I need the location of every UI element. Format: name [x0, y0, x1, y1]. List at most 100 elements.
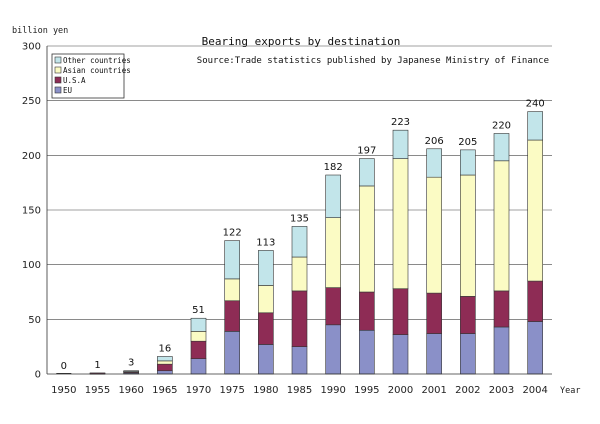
y-axis-label: billion yen	[12, 26, 68, 36]
bar-segment-usa-2002	[460, 296, 476, 334]
y-tick-label: 200	[22, 151, 41, 162]
x-tick-label-2003: 2003	[489, 385, 514, 396]
total-label-2003: 220	[492, 120, 511, 131]
total-label-1980: 113	[256, 237, 275, 248]
x-tick-label-1955: 1955	[85, 385, 110, 396]
bar-segment-other-1970	[190, 317, 207, 332]
bar-segment-usa-1985	[291, 290, 308, 347]
bar-segment-usa-1975	[224, 300, 240, 332]
bar-segment-other-1985	[291, 226, 308, 258]
bar-segment-eu-1975	[224, 331, 240, 375]
bar-segment-other-2000	[392, 129, 409, 159]
bar-segment-other-2003	[493, 133, 510, 162]
bar-segment-eu-1965	[157, 370, 173, 375]
chart-source: Source:Trade statistics published by Jap…	[197, 56, 549, 66]
x-tick-label-1995: 1995	[354, 385, 379, 396]
legend-swatch-asia	[54, 66, 62, 74]
x-tick-label-1975: 1975	[219, 385, 244, 396]
bar-segment-other-1995	[359, 158, 375, 187]
x-tick-label-1985: 1985	[287, 385, 312, 396]
bar-segment-asia-1995	[359, 185, 375, 293]
total-label-1955: 1	[94, 360, 100, 371]
x-tick-label-1950: 1950	[51, 385, 76, 396]
bar-segment-other-1960	[123, 370, 139, 372]
legend: Other countries Asian countries U.S.A EU	[51, 53, 131, 99]
bar-segment-asia-2004	[527, 139, 543, 282]
bar-segment-asia-1975	[224, 278, 240, 302]
bar-segment-usa-1970	[190, 340, 207, 359]
bar-segment-eu-1995	[359, 329, 375, 375]
bar-segment-eu-1985	[291, 346, 308, 375]
total-label-2002: 205	[458, 137, 477, 148]
bar-segment-asia-2003	[493, 160, 510, 292]
x-tick-label-1960: 1960	[118, 385, 143, 396]
bar-segment-other-1990	[325, 174, 341, 218]
bar-segment-usa-1980	[258, 312, 274, 345]
total-label-1975: 122	[223, 228, 242, 239]
bar-segment-asia-2001	[426, 176, 442, 294]
legend-label-usa: U.S.A	[63, 76, 86, 85]
total-label-1960: 3	[128, 358, 134, 369]
total-label-1995: 197	[357, 146, 376, 157]
bars: 0 1 3 16 51 122 113 135 182 197 223 206 205 220 240	[56, 99, 545, 375]
x-tick-label-1990: 1990	[320, 385, 345, 396]
y-tick-label: 150	[22, 206, 41, 217]
bar-segment-eu-2000	[392, 334, 409, 375]
bar-segment-usa-2004	[527, 280, 543, 322]
legend-frame	[51, 53, 125, 99]
y-tick-label: 100	[22, 260, 41, 271]
legend-label-other: Other countries	[63, 56, 131, 65]
bar-segment-other-2002	[460, 149, 476, 176]
bar-segment-other-2001	[426, 148, 442, 178]
legend-item-usa: U.S.A	[54, 76, 86, 85]
legend-swatch-eu	[54, 86, 62, 94]
bar-segment-other-1975	[224, 240, 240, 280]
bar-segment-other-2004	[527, 111, 543, 141]
bar-segment-usa-1965	[157, 363, 173, 372]
legend-item-other: Other countries	[54, 56, 131, 65]
y-tick-label: 0	[35, 370, 41, 381]
legend-swatch-usa	[54, 76, 62, 84]
bar-segment-asia-1980	[258, 285, 274, 314]
x-tick-label-1965: 1965	[152, 385, 177, 396]
bar-segment-usa-1990	[325, 287, 341, 326]
bar-segment-asia-1970	[190, 331, 207, 342]
x-axis-label: Year	[560, 386, 580, 396]
bar-segment-other-1965	[157, 356, 173, 362]
total-label-2004: 240	[526, 99, 545, 110]
bar-segment-eu-2003	[493, 326, 510, 375]
bar-segment-eu-2002	[460, 333, 476, 375]
bar-segment-eu-2004	[527, 321, 543, 375]
total-label-1950: 0	[61, 361, 67, 372]
x-tick-label-2002: 2002	[455, 385, 480, 396]
legend-item-eu: EU	[54, 86, 72, 95]
bar-segment-asia-2000	[392, 158, 409, 290]
total-label-1970: 51	[192, 305, 205, 316]
total-label-1965: 16	[158, 344, 171, 355]
x-tick-label-2004: 2004	[522, 385, 547, 396]
bar-segment-asia-1965	[157, 360, 173, 365]
bar-segment-usa-1995	[359, 291, 375, 331]
bar-segment-usa-2000	[392, 288, 409, 335]
x-tick-label-2001: 2001	[421, 385, 446, 396]
bar-segment-eu-1980	[258, 344, 274, 375]
legend-item-asia: Asian countries	[54, 66, 131, 75]
total-label-1985: 135	[290, 213, 309, 224]
bar-baseline-1950	[56, 373, 72, 374]
total-label-1990: 182	[324, 162, 343, 173]
y-tick-label: 250	[22, 96, 41, 107]
legend-swatch-other	[54, 56, 62, 64]
total-label-2000: 223	[391, 117, 410, 128]
chart-title: Bearing exports by destination	[202, 35, 401, 48]
legend-label-asia: Asian countries	[63, 66, 131, 75]
x-tick-label-2000: 2000	[388, 385, 413, 396]
bar-segment-usa-1955	[89, 372, 106, 375]
bar-segment-eu-1970	[190, 358, 207, 375]
bar-segment-other-1980	[258, 250, 274, 286]
y-tick-label: 300	[22, 42, 41, 53]
bar-segment-asia-1990	[325, 217, 341, 288]
bar-segment-asia-1985	[291, 256, 308, 292]
bar-segment-eu-1990	[325, 324, 341, 375]
